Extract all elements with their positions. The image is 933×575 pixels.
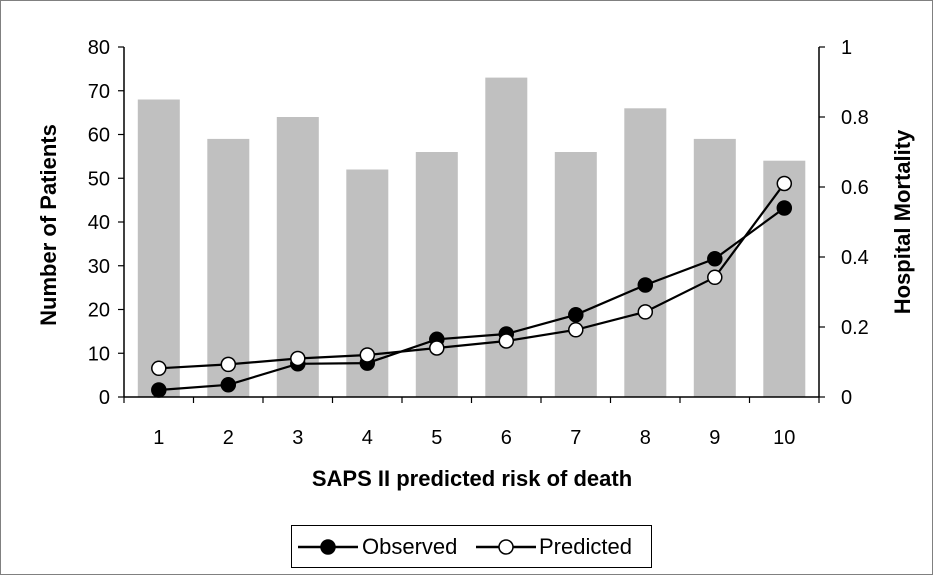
point-predicted-5 (429, 340, 445, 356)
y2-tick-label: 1 (841, 37, 852, 59)
point-predicted-9 (707, 269, 723, 286)
lines-layer (151, 175, 793, 398)
x-tick-label-6: 6 (501, 427, 512, 449)
y2-tick-label: 0 (841, 387, 852, 409)
legend-observed-marker (320, 539, 336, 555)
point-observed-2 (220, 377, 237, 393)
x-tick-label-8: 8 (640, 427, 651, 449)
point-predicted-6 (498, 333, 515, 349)
y-tick-label: 10 (88, 343, 110, 365)
point-predicted-7 (568, 322, 584, 338)
point-observed-9 (707, 251, 723, 267)
bar-8 (624, 108, 667, 398)
series-line-observed (158, 207, 785, 392)
x-tick-label-7: 7 (570, 427, 581, 449)
x-tick-label-1: 1 (153, 427, 164, 449)
y-tick-label: 80 (88, 37, 110, 59)
y-tick-label: 20 (88, 300, 110, 322)
y2-axis-title: Hospital Mortality (890, 129, 915, 314)
bar-6 (485, 77, 528, 397)
point-observed-10 (776, 200, 793, 216)
y-tick-label: 60 (88, 125, 110, 147)
point-observed-8 (637, 277, 654, 293)
x-tick-label-2: 2 (223, 427, 234, 449)
x-tick-label-5: 5 (431, 427, 442, 449)
bar-5 (415, 152, 458, 397)
x-tick-label-9: 9 (709, 427, 720, 449)
x-tick-label-10: 10 (773, 427, 795, 449)
point-observed-1 (151, 382, 167, 398)
x-tick-label-4: 4 (362, 427, 373, 449)
bar-3 (276, 117, 319, 397)
bar-7 (554, 152, 597, 397)
y2-tick-label: 0.4 (841, 247, 869, 269)
y2-tick-label: 0.6 (841, 177, 869, 199)
y-tick-label: 70 (88, 81, 110, 103)
legend: Observed Predicted (291, 525, 652, 568)
point-predicted-3 (290, 350, 306, 367)
bar-10 (763, 160, 806, 397)
point-predicted-1 (151, 360, 167, 377)
y-tick-label: 30 (88, 256, 110, 278)
legend-predicted-label: Predicted (539, 534, 632, 559)
legend-predicted-marker (498, 539, 514, 555)
y-tick-label: 50 (88, 168, 110, 190)
point-predicted-4 (359, 347, 376, 363)
legend-observed-label: Observed (362, 534, 457, 559)
y-tick-label: 40 (88, 212, 110, 234)
bar-1 (137, 99, 180, 397)
bars-layer (137, 77, 806, 398)
point-observed-7 (568, 307, 584, 323)
bar-2 (207, 138, 250, 397)
y-tick-label: 0 (99, 387, 110, 409)
y-axis-title: Number of Patients (36, 124, 61, 326)
point-predicted-2 (220, 356, 237, 373)
y2-tick-label: 0.2 (841, 317, 869, 339)
x-axis-title: SAPS II predicted risk of death (312, 466, 632, 491)
ticks-layer: 0 10 20 30 40 50 60 70 80 0 0.2 0.4 0.6 0.8 1 1 2 3 4 5 6 7 8 9… (88, 37, 869, 449)
series-line-predicted (158, 182, 786, 370)
point-predicted-10 (776, 175, 793, 192)
point-predicted-8 (637, 304, 654, 320)
bar-9 (693, 138, 736, 397)
x-tick-label-3: 3 (292, 427, 303, 449)
y2-tick-label: 0.8 (841, 107, 869, 129)
